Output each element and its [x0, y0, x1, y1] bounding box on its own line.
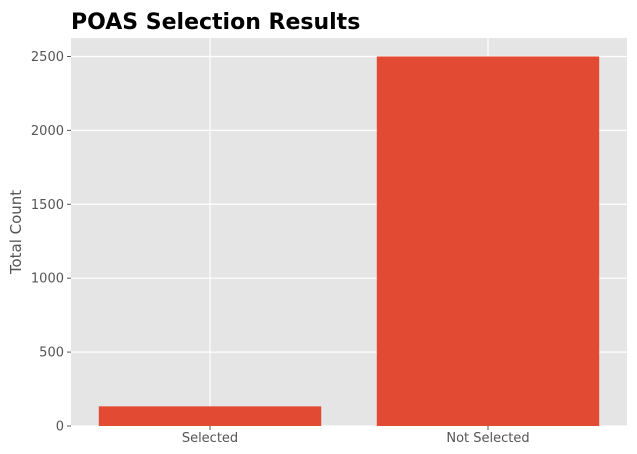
y-axis-label: Total Count [7, 190, 25, 275]
y-axis-ticks: 0 500 1000 1500 2000 2500 [31, 50, 71, 435]
x-tick-label: Selected [182, 431, 238, 446]
bars [98, 56, 600, 426]
x-tick-label: Not Selected [446, 431, 529, 446]
y-tick-label: 500 [39, 346, 64, 361]
bar-not-selected [376, 56, 600, 426]
y-tick-label: 2500 [31, 50, 64, 65]
y-tick-label: 1500 [31, 198, 64, 213]
chart-title: POAS Selection Results [71, 10, 360, 35]
bar-selected [98, 406, 322, 426]
y-tick-label: 0 [56, 420, 64, 435]
y-tick-label: 1000 [31, 272, 64, 287]
y-tick-label: 2000 [31, 124, 64, 139]
x-axis-ticks: Selected Not Selected [182, 426, 530, 446]
